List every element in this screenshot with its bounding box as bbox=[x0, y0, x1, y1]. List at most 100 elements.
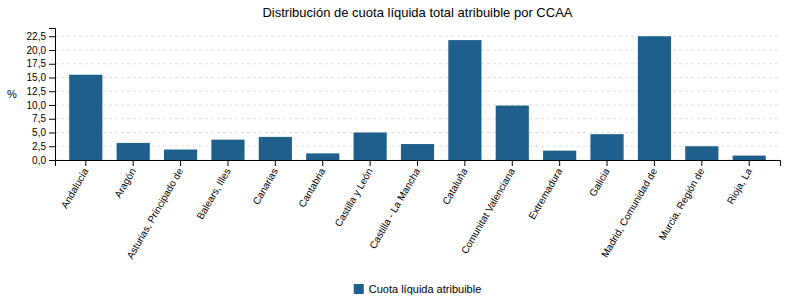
x-tick: Cataluña bbox=[440, 160, 470, 206]
y-tick: 0,0 bbox=[32, 155, 55, 166]
x-tick-mark bbox=[275, 160, 276, 166]
y-tick-mark bbox=[49, 160, 55, 161]
legend-label: Cuota líquida atribuible bbox=[369, 283, 482, 295]
bar bbox=[590, 134, 623, 160]
x-tick-mark bbox=[701, 160, 702, 166]
x-tick: Cantabria bbox=[296, 160, 327, 209]
y-tick: 5,0 bbox=[32, 127, 55, 138]
x-tick-mark bbox=[85, 160, 86, 166]
x-tick-mark bbox=[654, 160, 655, 166]
x-tick-mark bbox=[559, 160, 560, 166]
x-tick-mark bbox=[464, 160, 465, 166]
x-tick: Comunitat Valenciana bbox=[459, 160, 517, 256]
x-tick-label: Castilla - La Mancha bbox=[367, 166, 422, 251]
bar bbox=[69, 75, 102, 160]
x-tick-mark bbox=[133, 160, 134, 166]
y-tick: 22,5 bbox=[27, 31, 55, 42]
chart: 0,0 2,5 5,0 7,5 10,0 12,5 15,0 17,5 20,0 22,5 Anda… bbox=[0, 0, 800, 300]
plot: 0,0 2,5 5,0 7,5 10,0 12,5 15,0 17,5 20,0 22,5 Anda… bbox=[27, 29, 781, 261]
y-tick-label: 2,5 bbox=[32, 141, 46, 152]
y-tick: 2,5 bbox=[32, 141, 55, 152]
grid-line bbox=[55, 105, 780, 106]
y-tick-mark bbox=[49, 78, 55, 79]
bar bbox=[496, 106, 529, 160]
y-axis: 0,0 2,5 5,0 7,5 10,0 12,5 15,0 17,5 20,0 22,5 bbox=[27, 29, 56, 166]
y-tick-mark bbox=[49, 119, 55, 120]
bar bbox=[543, 151, 576, 160]
grid-line bbox=[55, 91, 780, 92]
y-tick-label: 0,0 bbox=[32, 155, 46, 166]
legend-swatch bbox=[354, 284, 364, 294]
y-tick: 12,5 bbox=[27, 86, 55, 97]
x-tick: Asturias, Principado de bbox=[124, 160, 185, 261]
bar bbox=[448, 40, 481, 160]
y-tick-label: 12,5 bbox=[27, 86, 47, 97]
y-tick-mark bbox=[49, 133, 55, 134]
x-tick: Murcia, Región de bbox=[656, 160, 706, 242]
y-tick-mark bbox=[49, 64, 55, 65]
bar bbox=[211, 140, 244, 160]
y-tick-label: 7,5 bbox=[32, 113, 46, 124]
x-tick-mark bbox=[417, 160, 418, 166]
y-tick-label: 20,0 bbox=[27, 45, 47, 56]
x-tick-mark bbox=[322, 160, 323, 166]
grid-line bbox=[55, 36, 780, 37]
x-tick-label: Comunitat Valenciana bbox=[459, 166, 517, 256]
y-axis-line bbox=[49, 29, 56, 161]
x-tick-label: Cantabria bbox=[296, 166, 327, 209]
legend: Cuota líquida atribuible bbox=[354, 283, 482, 295]
y-tick-mark bbox=[49, 105, 55, 106]
x-tick-label: Andalucía bbox=[59, 166, 91, 210]
y-tick: 10,0 bbox=[27, 100, 55, 111]
x-tick-label: Asturias, Principado de bbox=[124, 166, 185, 261]
x-tick-label: Castilla y León bbox=[333, 166, 375, 228]
x-tick: Rioja, La bbox=[725, 160, 754, 206]
x-tick-label: Madrid, Comunidad de bbox=[599, 166, 659, 259]
x-tick-label: Rioja, La bbox=[725, 166, 754, 206]
bar bbox=[306, 153, 339, 160]
y-tick-label: 10,0 bbox=[27, 100, 47, 111]
bar bbox=[354, 133, 387, 161]
y-tick: 20,0 bbox=[27, 45, 55, 56]
bar bbox=[164, 150, 197, 160]
x-tick-label: Cataluña bbox=[440, 166, 470, 207]
x-tick-mark bbox=[227, 160, 228, 166]
x-tick-mark bbox=[512, 160, 513, 166]
x-tick-mark bbox=[370, 160, 371, 166]
y-tick: 7,5 bbox=[32, 113, 55, 124]
grid-line bbox=[55, 132, 780, 133]
grid-line bbox=[55, 118, 780, 119]
x-tick-mark bbox=[607, 160, 608, 166]
x-tick: Aragón bbox=[112, 160, 138, 200]
bar bbox=[685, 146, 718, 160]
title: Distribución de cuota líquida total atri… bbox=[262, 5, 572, 20]
x-tick: Andalucía bbox=[59, 160, 91, 210]
y-tick-label: 17,5 bbox=[27, 58, 47, 69]
x-axis: AndalucíaAragónAsturias, Principado deBa… bbox=[56, 160, 781, 261]
y-tick-mark bbox=[49, 146, 55, 147]
bars bbox=[69, 36, 766, 160]
x-tick-label: Galicia bbox=[587, 166, 612, 198]
x-tick: Madrid, Comunidad de bbox=[599, 160, 659, 259]
bar bbox=[117, 143, 150, 160]
y-tick: 17,5 bbox=[27, 58, 55, 69]
x-axis-line bbox=[56, 161, 781, 167]
y-axis-title: % bbox=[7, 88, 17, 100]
y-tick-mark bbox=[49, 36, 55, 37]
y-tick-label: 15,0 bbox=[27, 72, 47, 83]
x-tick-label: Murcia, Región de bbox=[656, 166, 706, 242]
x-tick-mark bbox=[749, 160, 750, 166]
bar bbox=[638, 36, 671, 160]
x-tick-label: Extremadura bbox=[526, 166, 564, 221]
y-tick-label: 22,5 bbox=[27, 31, 47, 42]
bar bbox=[259, 137, 292, 160]
x-tick: Castilla y León bbox=[333, 160, 375, 229]
x-tick: Extremadura bbox=[526, 160, 564, 221]
legend-item: Cuota líquida atribuible bbox=[354, 283, 482, 295]
bar bbox=[733, 156, 766, 160]
x-tick: Canarias bbox=[251, 160, 281, 206]
x-tick-label: Canarias bbox=[251, 166, 281, 206]
bar bbox=[401, 144, 434, 160]
x-tick-label: Aragón bbox=[112, 166, 138, 199]
x-tick: Castilla - La Mancha bbox=[367, 160, 422, 251]
